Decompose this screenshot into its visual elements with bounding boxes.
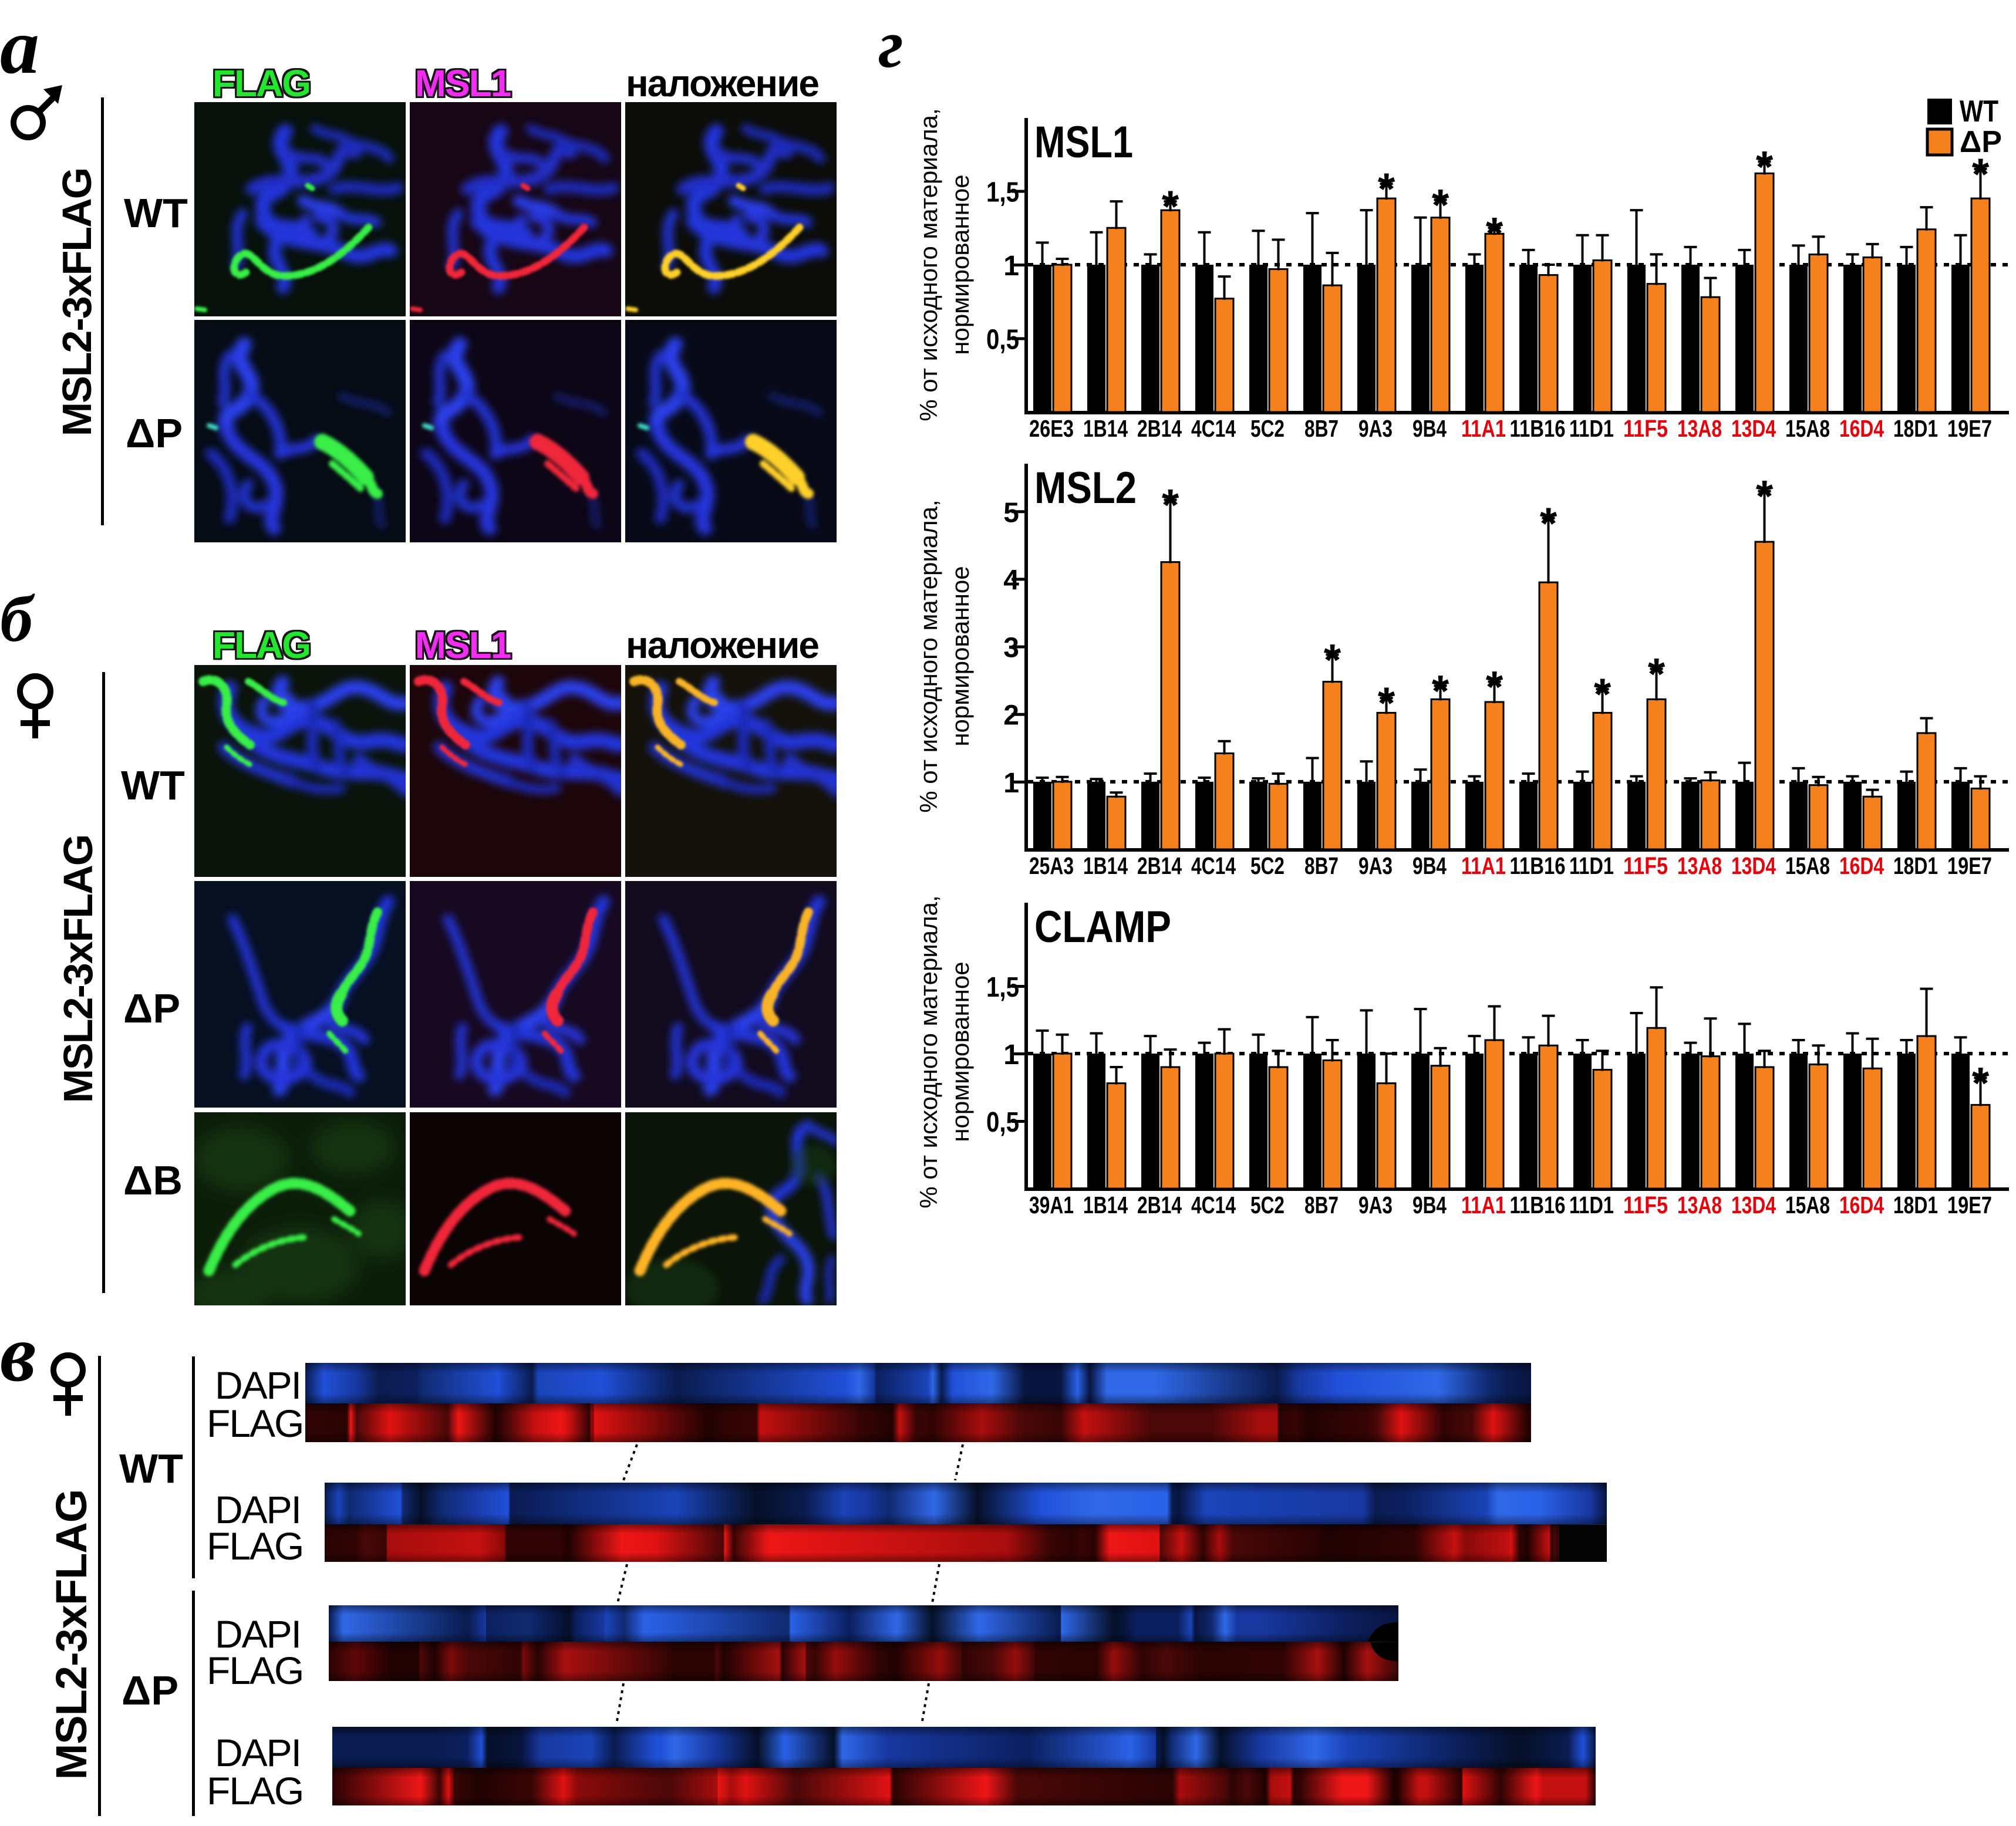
- svg-text:1: 1: [1003, 251, 1019, 282]
- svg-text:11D1: 11D1: [1569, 852, 1614, 879]
- svg-text:% от исходного материала,: % от исходного материала,: [915, 499, 942, 812]
- svg-text:15A8: 15A8: [1785, 852, 1830, 879]
- svg-text:16D4: 16D4: [1839, 1192, 1884, 1219]
- svg-text:*: *: [1162, 481, 1179, 531]
- svg-text:4C14: 4C14: [1191, 415, 1236, 442]
- svg-text:11A1: 11A1: [1461, 852, 1506, 879]
- svg-text:0,5: 0,5: [986, 325, 1019, 356]
- svg-text:*: *: [1324, 635, 1341, 685]
- svg-text:*: *: [1594, 670, 1612, 720]
- svg-text:1B14: 1B14: [1083, 852, 1128, 879]
- svg-text:5: 5: [1003, 497, 1019, 528]
- svg-text:13A8: 13A8: [1677, 852, 1722, 879]
- svg-text:1,5: 1,5: [986, 972, 1019, 1003]
- svg-text:19E7: 19E7: [1947, 415, 1992, 442]
- svg-text:CLAMP: CLAMP: [1034, 902, 1171, 952]
- svg-text:9A3: 9A3: [1358, 852, 1393, 879]
- svg-text:13A8: 13A8: [1677, 1192, 1722, 1219]
- svg-text:13A8: 13A8: [1677, 415, 1722, 442]
- svg-text:39A1: 39A1: [1029, 1192, 1074, 1219]
- svg-text:WT: WT: [1960, 94, 1998, 129]
- svg-text:8B7: 8B7: [1304, 852, 1339, 879]
- svg-text:11F5: 11F5: [1623, 415, 1668, 442]
- svg-text:*: *: [1378, 679, 1395, 728]
- svg-text:8B7: 8B7: [1304, 1192, 1339, 1219]
- svg-text:*: *: [1540, 499, 1557, 549]
- svg-text:11F5: 11F5: [1623, 1192, 1668, 1219]
- svg-text:*: *: [1162, 182, 1179, 232]
- svg-text:*: *: [1378, 164, 1395, 214]
- svg-text:13D4: 13D4: [1731, 415, 1776, 442]
- svg-text:*: *: [1972, 150, 1990, 200]
- svg-text:*: *: [1972, 1058, 1990, 1108]
- svg-text:3: 3: [1003, 633, 1019, 664]
- svg-text:16D4: 16D4: [1839, 415, 1884, 442]
- svg-text:4C14: 4C14: [1191, 852, 1236, 879]
- svg-text:11D1: 11D1: [1569, 415, 1614, 442]
- svg-text:MSL2: MSL2: [1034, 463, 1137, 513]
- svg-text:нормированное: нормированное: [946, 961, 974, 1142]
- svg-text:1,5: 1,5: [986, 177, 1019, 208]
- svg-text:% от исходного материала,: % от исходного материала,: [915, 108, 942, 421]
- svg-text:9A3: 9A3: [1358, 1192, 1393, 1219]
- svg-text:нормированное: нормированное: [946, 174, 974, 355]
- svg-text:11B16: 11B16: [1510, 852, 1566, 879]
- svg-text:1B14: 1B14: [1083, 1192, 1128, 1219]
- svg-text:*: *: [1432, 666, 1449, 716]
- svg-text:15A8: 15A8: [1785, 1192, 1830, 1219]
- svg-text:25A3: 25A3: [1029, 852, 1074, 879]
- svg-text:19E7: 19E7: [1947, 852, 1992, 879]
- svg-text:4C14: 4C14: [1191, 1192, 1236, 1219]
- svg-text:ΔP: ΔP: [1960, 125, 2002, 159]
- svg-text:нормированное: нормированное: [946, 566, 974, 746]
- svg-text:2: 2: [1003, 700, 1019, 731]
- svg-text:*: *: [1486, 662, 1503, 712]
- svg-text:16D4: 16D4: [1839, 852, 1884, 879]
- svg-text:MSL1: MSL1: [1034, 117, 1133, 167]
- svg-text:18D1: 18D1: [1893, 1192, 1938, 1219]
- svg-text:18D1: 18D1: [1893, 852, 1938, 879]
- svg-text:26E3: 26E3: [1029, 415, 1074, 442]
- svg-text:*: *: [1486, 208, 1503, 258]
- svg-text:11B16: 11B16: [1510, 415, 1566, 442]
- svg-text:0,5: 0,5: [986, 1107, 1019, 1138]
- svg-text:% от исходного материала,: % от исходного материала,: [915, 895, 942, 1208]
- svg-text:11A1: 11A1: [1461, 415, 1506, 442]
- svg-text:9B4: 9B4: [1412, 415, 1447, 442]
- svg-text:11D1: 11D1: [1569, 1192, 1614, 1219]
- svg-text:18D1: 18D1: [1893, 415, 1938, 442]
- svg-text:2B14: 2B14: [1137, 415, 1182, 442]
- svg-text:11B16: 11B16: [1510, 1192, 1566, 1219]
- svg-text:11A1: 11A1: [1461, 1192, 1506, 1219]
- svg-text:9A3: 9A3: [1358, 415, 1393, 442]
- svg-text:1B14: 1B14: [1083, 415, 1128, 442]
- svg-text:8B7: 8B7: [1304, 415, 1339, 442]
- svg-text:1: 1: [1003, 768, 1019, 799]
- svg-text:5C2: 5C2: [1250, 1192, 1285, 1219]
- svg-text:2B14: 2B14: [1137, 1192, 1182, 1219]
- svg-text:*: *: [1756, 142, 1774, 192]
- svg-text:9B4: 9B4: [1412, 1192, 1447, 1219]
- svg-text:13D4: 13D4: [1731, 1192, 1776, 1219]
- svg-text:1: 1: [1003, 1039, 1019, 1071]
- svg-text:*: *: [1756, 472, 1774, 522]
- svg-text:*: *: [1648, 650, 1666, 700]
- svg-text:5C2: 5C2: [1250, 852, 1285, 879]
- svg-text:5C2: 5C2: [1250, 415, 1285, 442]
- svg-text:2B14: 2B14: [1137, 852, 1182, 879]
- svg-text:9B4: 9B4: [1412, 852, 1447, 879]
- svg-text:11F5: 11F5: [1623, 852, 1668, 879]
- svg-text:19E7: 19E7: [1947, 1192, 1992, 1219]
- svg-text:13D4: 13D4: [1731, 852, 1776, 879]
- svg-text:4: 4: [1003, 565, 1019, 596]
- svg-text:*: *: [1432, 181, 1449, 231]
- svg-text:15A8: 15A8: [1785, 415, 1830, 442]
